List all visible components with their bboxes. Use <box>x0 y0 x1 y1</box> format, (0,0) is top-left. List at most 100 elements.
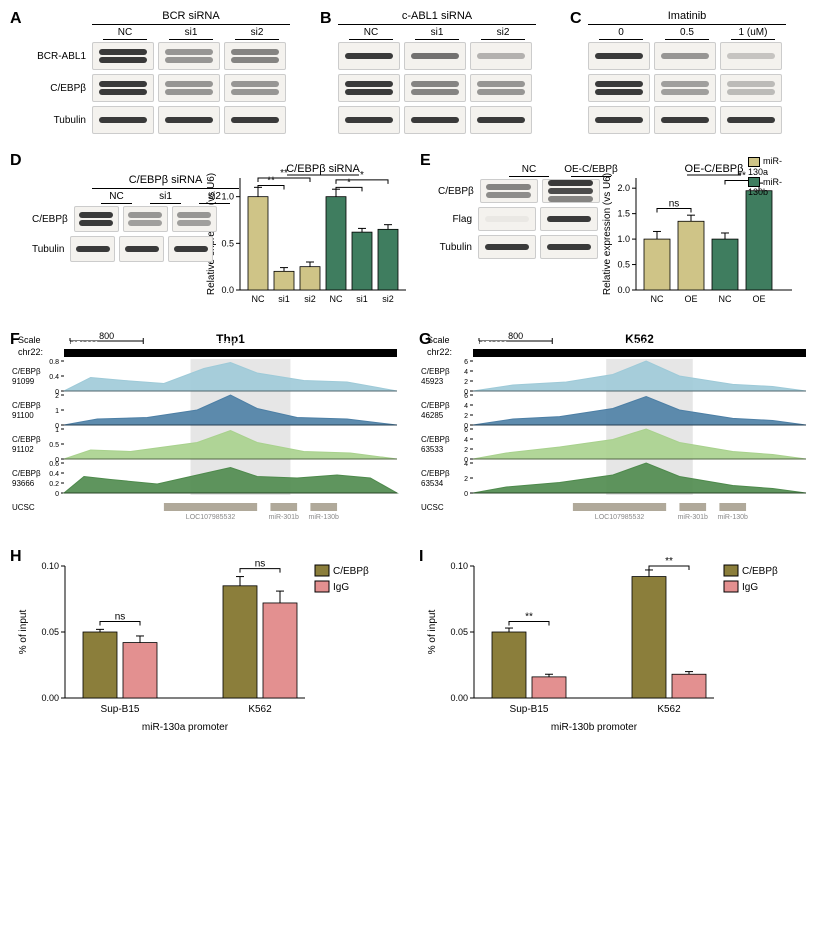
wb-band <box>177 212 211 218</box>
gene-label: miR-130b <box>309 514 339 521</box>
wb-lane <box>720 42 782 70</box>
wb-band <box>485 216 530 222</box>
y-axis-label: % of input <box>427 610 438 655</box>
track-area <box>64 431 397 460</box>
track-ytick: 0 <box>464 491 468 498</box>
track-ytick: 4 <box>464 369 468 376</box>
ytick-label: 0.10 <box>41 561 59 571</box>
ytick-label: 0.05 <box>41 627 59 637</box>
wb-lane <box>158 74 220 102</box>
wb-lane <box>404 42 466 70</box>
wb-band <box>79 212 113 218</box>
track-ytick: 2 <box>464 379 468 386</box>
wb-lane <box>158 42 220 70</box>
panel-I: I 0.000.050.10% of inputSup-B15K562****C… <box>419 548 814 741</box>
wb-band <box>165 57 213 63</box>
wb-band <box>486 184 531 190</box>
wb-lane <box>470 42 532 70</box>
wb-band <box>79 220 113 226</box>
gene-box <box>164 503 257 511</box>
panel-label-H: H <box>10 548 22 566</box>
track-label: C/EBPβ <box>421 469 450 478</box>
wb-row-label: Tubulin <box>438 242 478 253</box>
wb-column-label: si2 <box>226 27 288 40</box>
legend-label: IgG <box>742 582 758 593</box>
wb-band <box>661 53 709 59</box>
chart-title: C/EBPβ siRNA <box>286 163 360 175</box>
significance-label: ns <box>255 559 266 570</box>
wb-lane <box>588 74 650 102</box>
wb-lane <box>338 74 400 102</box>
xtick-label: si1 <box>356 294 368 304</box>
wb-band <box>595 81 643 87</box>
x-axis-title: miR-130a promoter <box>142 722 229 733</box>
wb-band <box>727 117 775 123</box>
wb-title: BCR siRNA <box>92 10 290 22</box>
bar <box>352 232 372 290</box>
wb-column-label: si2 <box>472 27 534 40</box>
gene-box <box>310 503 337 511</box>
gene-label: LOC107985532 <box>595 514 645 521</box>
significance-label: ** <box>525 611 533 622</box>
xtick-label: K562 <box>248 704 272 715</box>
panel-B: B c-ABL1 siRNANCsi1si2 <box>320 10 560 138</box>
wb-band <box>99 117 147 123</box>
wb-lane <box>588 106 650 134</box>
xtick-label: K562 <box>657 704 681 715</box>
legend-swatch <box>315 565 329 576</box>
panel-label-C: C <box>570 10 582 28</box>
wb-lane <box>70 236 115 262</box>
wb-lane <box>92 74 154 102</box>
wb-band <box>595 89 643 95</box>
wb-lane <box>172 206 217 232</box>
wb-lane <box>654 74 716 102</box>
track-ytick: 0.8 <box>49 359 59 366</box>
legend-E: miR-130amiR-130b <box>748 156 798 197</box>
legend-label: C/EBPβ <box>333 566 369 577</box>
wb-lane <box>654 42 716 70</box>
wb-band <box>547 244 592 250</box>
wb-lane <box>338 42 400 70</box>
wb-lane <box>74 206 119 232</box>
ytick-label: 0.0 <box>617 285 630 295</box>
track-area <box>64 395 397 425</box>
wb-band <box>99 57 147 63</box>
wb-band <box>411 81 459 87</box>
panel-F: F Scale800Thp1chr22:21651000216520002165… <box>10 331 405 534</box>
wb-band <box>548 180 593 186</box>
wb-lane <box>480 179 538 203</box>
wb-band <box>231 81 279 87</box>
track-ytick: 0.4 <box>49 471 59 478</box>
track-label: C/EBPβ <box>12 435 41 444</box>
wb-title: c-ABL1 siRNA <box>338 10 536 22</box>
gene-label: LOC107985532 <box>186 514 236 521</box>
track-area <box>473 463 806 493</box>
panel-D: D C/EBPβ siRNANCsi1si2C/EBPβTubulin C/EB… <box>10 152 410 315</box>
x-axis-title: miR-130b promoter <box>551 722 638 733</box>
legend-label: C/EBPβ <box>742 566 778 577</box>
panel-label-A: A <box>10 10 22 28</box>
scale-span: 800 <box>99 331 114 341</box>
tracks-F: Scale800Thp1chr22:2165100021652000216530… <box>10 331 405 531</box>
gene-box <box>679 503 706 511</box>
wb-row-label: C/EBPβ <box>32 214 74 225</box>
ytick-label: 1.0 <box>221 192 234 202</box>
wb-lane <box>540 235 598 259</box>
wb-column-label: 0 <box>590 27 652 40</box>
wb-band <box>345 81 393 87</box>
wb-lane <box>540 207 598 231</box>
wb-band <box>661 117 709 123</box>
xtick-label: 21653000 <box>346 340 382 349</box>
wb-row-label: Flag <box>438 214 478 225</box>
bar-chart-H: 0.000.050.10% of inputSup-B15K562nsnsC/E… <box>10 548 405 738</box>
track-label: C/EBPβ <box>12 469 41 478</box>
track-area <box>473 429 806 459</box>
ytick-label: 0.00 <box>41 693 59 703</box>
wb-band <box>661 81 709 87</box>
panel-H: H 0.000.050.10% of inputSup-B15K562nsnsC… <box>10 548 405 741</box>
ytick-label: 0.5 <box>617 260 630 270</box>
wb-band <box>231 117 279 123</box>
track-ytick: 2 <box>464 413 468 420</box>
wb-row-label: Tubulin <box>32 244 70 255</box>
track-ytick: 6 <box>464 427 468 434</box>
